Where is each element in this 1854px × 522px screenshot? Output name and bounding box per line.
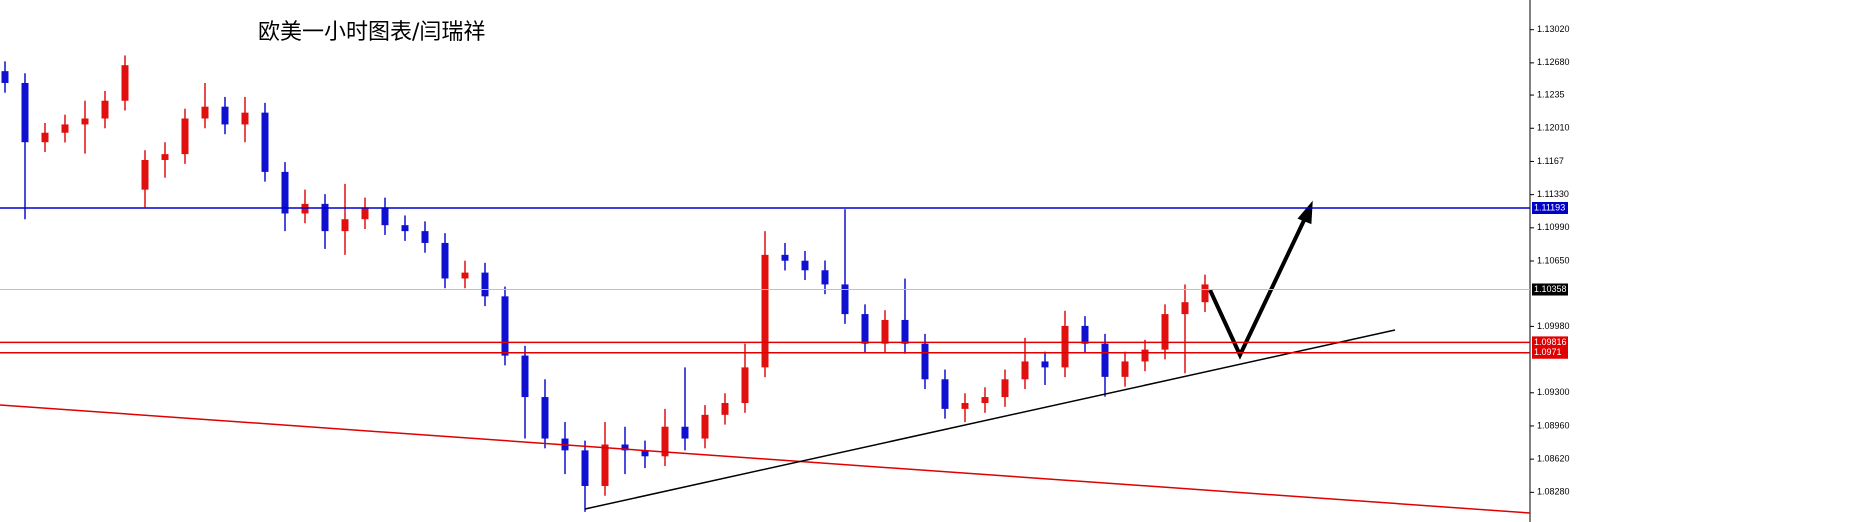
candle-body: [961, 403, 969, 409]
level-label-bg: [1532, 336, 1568, 349]
candle-body: [901, 319, 909, 344]
candle-body: [481, 272, 489, 297]
candle-body: [121, 65, 129, 101]
y-tick-label: 1.13020: [1537, 24, 1570, 34]
y-tick-label: 1.12010: [1537, 123, 1570, 133]
candle-body: [1041, 361, 1049, 368]
candle-body: [181, 118, 189, 155]
candle-body: [841, 284, 849, 315]
level-label: 1.0971: [1534, 347, 1562, 357]
candle-body: [601, 444, 609, 486]
candle-body: [61, 124, 69, 133]
y-tick-label: 1.09980: [1537, 321, 1570, 331]
y-tick-label: 1.1167: [1537, 156, 1564, 166]
candle-body: [41, 132, 49, 143]
candle-body: [161, 154, 169, 160]
level-label: 1.11193: [1534, 202, 1565, 212]
y-tick-label: 1.10990: [1537, 222, 1570, 232]
chart-title: 欧美一小时图表/闫瑞祥: [258, 20, 485, 45]
plot-area: [1, 55, 1209, 512]
candle-body: [661, 426, 669, 457]
candle-body: [1081, 325, 1089, 344]
candle-body: [521, 355, 529, 398]
candle-body: [881, 319, 889, 344]
y-tick-label: 1.08620: [1537, 454, 1570, 464]
candle-body: [1021, 361, 1029, 380]
candle-body: [1101, 343, 1109, 377]
y-tick-label: 1.08280: [1537, 487, 1570, 497]
candle-body: [461, 272, 469, 279]
level-label-bg: [1532, 346, 1568, 359]
candle-body: [721, 403, 729, 415]
candle-body: [321, 203, 329, 232]
candle-body: [81, 118, 89, 125]
candle-body: [801, 260, 809, 271]
candle-body: [361, 207, 369, 220]
y-tick-label: 1.12680: [1537, 57, 1570, 67]
candle-body: [1061, 325, 1069, 368]
candle-body: [501, 296, 509, 356]
candle-body: [401, 225, 409, 232]
y-tick-label: 1.10650: [1537, 255, 1570, 265]
candle-body: [1001, 379, 1009, 398]
candle-body: [381, 207, 389, 226]
candle-body: [981, 397, 989, 404]
level-label: 1.09816: [1534, 337, 1567, 347]
y-tick-label: 1.11330: [1537, 189, 1569, 199]
candle-body: [641, 450, 649, 457]
candle-body: [761, 254, 769, 368]
candle-body: [581, 450, 589, 486]
candle-body: [21, 82, 29, 143]
candle-body: [421, 231, 429, 243]
candle-body: [861, 314, 869, 344]
candle-body: [221, 106, 229, 125]
candle-body: [1201, 284, 1209, 303]
candle-body: [241, 112, 249, 125]
candle-body: [781, 254, 789, 261]
candle-body: [201, 106, 209, 119]
candle-body: [621, 444, 629, 451]
candle-body: [941, 379, 949, 409]
candle-body: [741, 367, 749, 404]
candle-body: [101, 100, 109, 119]
candle-body: [1121, 361, 1129, 377]
candle-body: [541, 397, 549, 439]
candle-body: [141, 159, 149, 190]
level-label-bg: [1532, 201, 1568, 214]
candle-body: [1141, 349, 1149, 362]
projection-arrow: [1208, 211, 1310, 360]
candle-body: [261, 112, 269, 172]
candle-body: [821, 270, 829, 285]
level-label: 1.10358: [1534, 284, 1567, 294]
candle-body: [701, 414, 709, 439]
y-tick-label: 1.1235: [1537, 89, 1565, 99]
candle-body: [341, 219, 349, 232]
level-label-bg: [1532, 283, 1568, 296]
arrow-head: [1297, 200, 1313, 225]
support-trend-line: [584, 329, 1396, 510]
candle-body: [441, 242, 449, 279]
candle-body: [921, 343, 929, 380]
candle-body: [1, 71, 9, 83]
red-trend-line: [0, 404, 1531, 514]
candle-body: [1181, 302, 1189, 315]
candle-body: [281, 171, 289, 214]
candle-body: [1161, 314, 1169, 350]
y-tick-label: 1.08960: [1537, 420, 1570, 430]
candle-body: [681, 426, 689, 439]
y-tick-label: 1.09300: [1537, 387, 1570, 397]
